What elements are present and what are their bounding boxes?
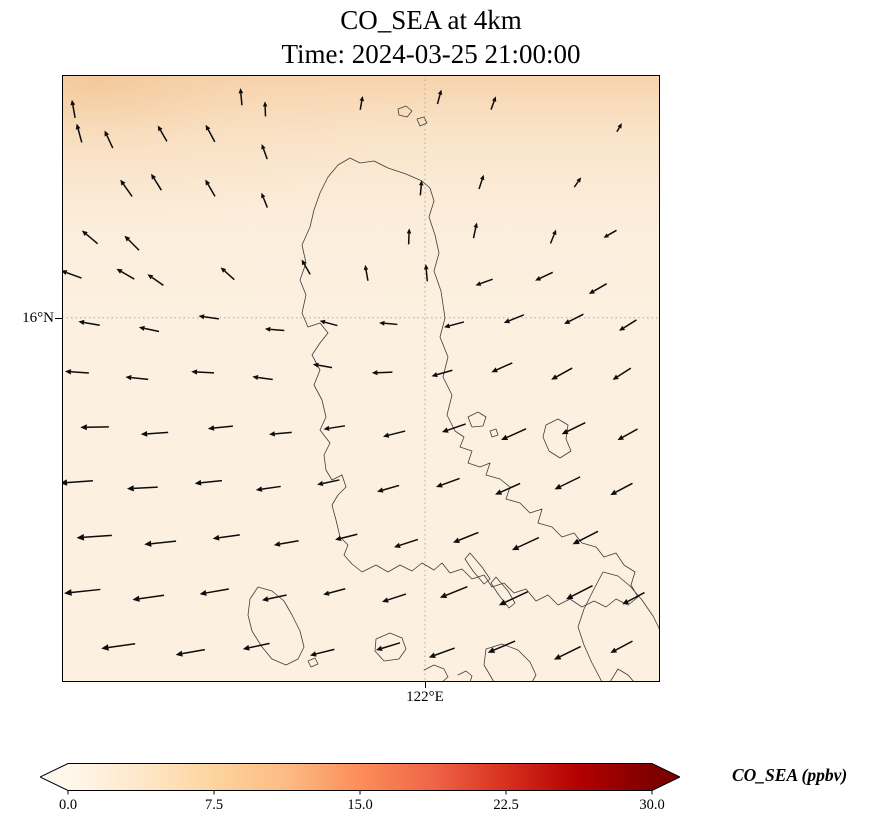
coastlines xyxy=(247,105,660,682)
co-field-corner-patch xyxy=(62,75,660,335)
y-axis-tick-label: 16°N xyxy=(22,309,54,326)
chart-title: CO_SEA at 4km xyxy=(340,5,522,35)
x-axis-tick-mark xyxy=(424,682,426,688)
colorbar-tick-label: 7.5 xyxy=(204,797,224,813)
colorbar-tick-label: 0.0 xyxy=(58,797,78,813)
x-axis-tick-label: 122°E xyxy=(406,689,444,705)
chart-subtitle: Time: 2024-03-25 21:00:00 xyxy=(281,39,581,69)
colorbar-tick-label: 15.0 xyxy=(347,797,373,813)
colorbar-label: CO_SEA (ppbv) xyxy=(732,765,848,785)
colorbar-tick-label: 22.5 xyxy=(493,797,519,813)
map-plot xyxy=(62,75,660,682)
map-svg xyxy=(62,75,660,682)
colorbar-svg xyxy=(38,763,682,795)
y-axis-tick-mark xyxy=(55,317,62,319)
colorbar xyxy=(38,763,682,796)
colorbar-tick-label: 30.0 xyxy=(639,797,665,813)
wind-vectors xyxy=(62,88,645,660)
colorbar-tick-labels: 0.0 7.5 15.0 22.5 30.0 xyxy=(40,797,680,815)
colorbar-tick-marks xyxy=(67,790,653,795)
axes-border xyxy=(62,75,660,682)
colorbar-bar xyxy=(38,763,682,791)
